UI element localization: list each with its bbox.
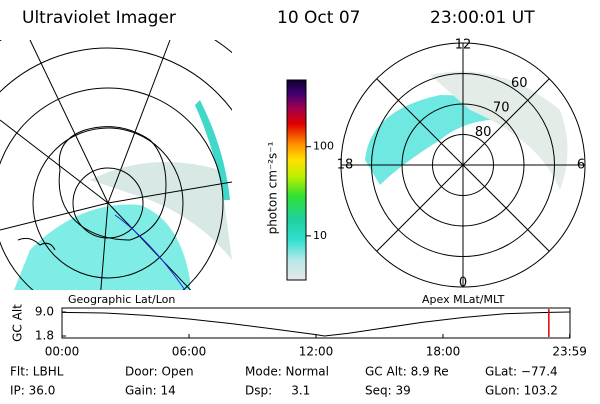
colorbar-tick-label: 100 — [313, 140, 334, 153]
alt-xtick-label: 12:00 — [299, 345, 334, 359]
time: 23:00:01 UT — [430, 8, 535, 28]
lat-ring-label: 70 — [493, 100, 510, 115]
alt-xtick-label: 06:00 — [172, 345, 207, 359]
info-field: Dsp: 3.1 — [245, 384, 310, 398]
instrument: Ultraviolet Imager — [22, 8, 176, 28]
lat-ring — [401, 103, 525, 227]
info-field: Door: Open — [125, 365, 194, 379]
lat-ring-label: 60 — [511, 76, 528, 91]
info-field: Gain: 14 — [125, 384, 176, 398]
polar-plot — [340, 42, 586, 288]
alt-xtick-label: 18:00 — [426, 345, 461, 359]
alt-xtick-label: 00:00 — [45, 345, 80, 359]
info-field: GLat: −77.4 — [485, 365, 558, 379]
mlt-label: 12 — [455, 38, 472, 53]
colorbar-tick-label: 10 — [313, 229, 327, 242]
info-field: IP: 36.0 — [10, 384, 55, 398]
info-field: Seq: 39 — [365, 384, 411, 398]
mlt-label: 18 — [337, 158, 354, 173]
left-panel-label: Geographic Lat/Lon — [68, 293, 175, 306]
info-field: GC Alt: 8.9 Re — [365, 365, 449, 379]
right-panel-label: Apex MLat/MLT — [422, 293, 505, 306]
alt-ylabel: GC Alt — [11, 304, 25, 342]
date: 10 Oct 07 — [277, 8, 360, 28]
alt-frame — [61, 307, 571, 339]
info-field: GLon: 103.2 — [485, 384, 558, 398]
colorbar-label: photon cm⁻²s⁻¹ — [266, 141, 280, 234]
mlt-label: 6 — [577, 158, 585, 173]
lat-ring — [432, 134, 494, 196]
info-field: Mode: Normal — [245, 365, 329, 379]
colorbar — [286, 79, 307, 281]
alt-line — [61, 311, 571, 337]
lat-ring — [371, 73, 555, 257]
info-field: Flt: LBHL — [10, 365, 64, 379]
mlt-label: 0 — [459, 276, 467, 291]
lat-ring-label: 80 — [475, 125, 492, 140]
geo-map — [0, 40, 232, 290]
alt-ytick-label: 9.0 — [35, 305, 54, 319]
alt-ytick-label: 1.8 — [35, 329, 54, 343]
alt-xtick-label: 23:59 — [552, 345, 587, 359]
